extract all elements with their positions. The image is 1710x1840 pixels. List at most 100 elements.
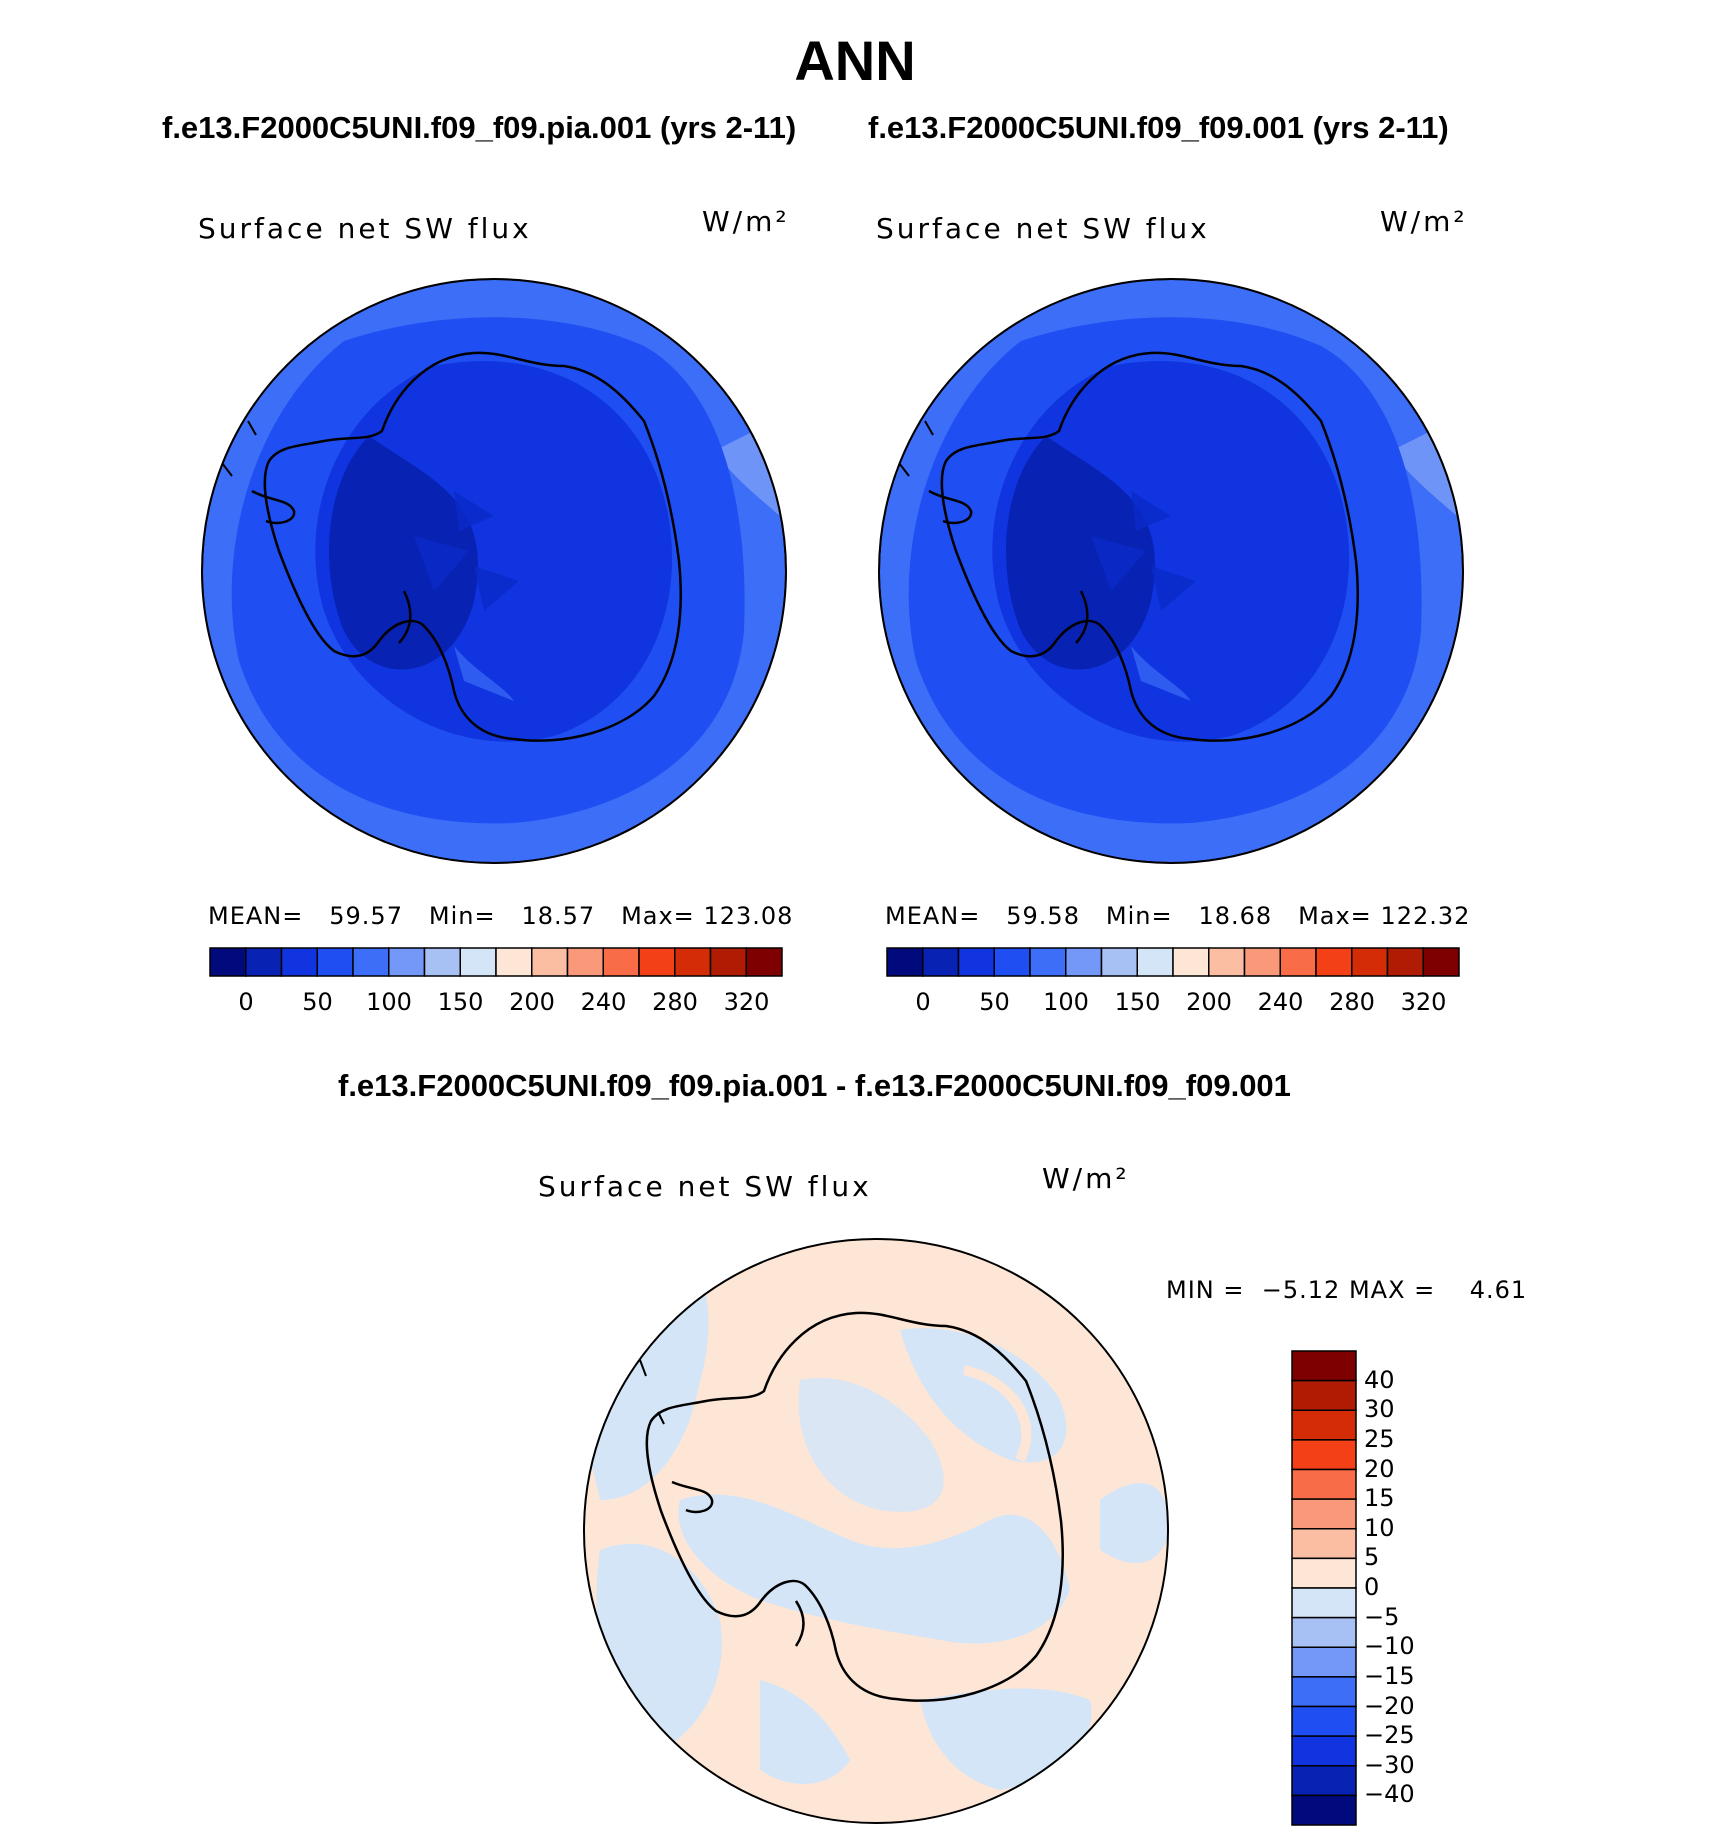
colorbar-swatch [1351,947,1389,977]
colorbar-swatch [1291,1468,1357,1500]
colorbar-tick-label: 100 [1043,988,1089,1016]
mean-label: MEAN= [208,902,304,930]
diff-variable-label: Surface net SW flux [538,1170,872,1203]
colorbar-swatch [1291,1528,1357,1560]
colorbar-swatch [1422,947,1460,977]
panel-1-units: W/m² [702,205,790,238]
colorbar-swatch [1029,947,1067,977]
mean-label: MEAN= [885,902,981,930]
colorbar-tick-label: −15 [1364,1661,1415,1690]
page-title: ANN [794,29,916,92]
colorbar-swatch [1291,1557,1357,1589]
colorbar-swatch [1291,1705,1357,1737]
colorbar-swatch [495,947,533,977]
diff-units: W/m² [1042,1162,1130,1195]
colorbar-tick-label: 320 [723,988,770,1016]
colorbar-swatch [352,947,390,977]
colorbar-swatch [1291,1794,1357,1826]
colorbar-tick-label: 0 [1364,1573,1380,1601]
diff-title: f.e13.F2000C5UNI.f09_f09.pia.001 - f.e13… [338,1068,1291,1103]
panel-2-stats: MEAN= 59.58 Min= 18.68 Max= 122.32 [885,902,1470,930]
colorbar-tick-label: 240 [580,988,627,1016]
colorbar-tick-label: 50 [979,988,1010,1016]
panel-2-case-title: f.e13.F2000C5UNI.f09_f09.001 (yrs 2-11) [868,110,1449,145]
colorbar-swatch [1208,947,1246,977]
colorbar-swatch [1065,947,1103,977]
colorbar-tick-label: 100 [366,988,412,1016]
colorbar-swatch [1291,1350,1357,1382]
colorbar-swatch [709,947,747,977]
colorbar-swatch [1291,1646,1357,1678]
colorbar-swatch [1291,1409,1357,1441]
colorbar-tick-label: 240 [1257,988,1304,1016]
diff-max-label: MAX = [1348,1276,1436,1304]
colorbar-tick-label: 15 [1364,1484,1395,1513]
colorbar-tick-label: 40 [1364,1365,1395,1394]
colorbar-tick-label: 0 [915,988,931,1016]
mean-value: 59.58 [1006,902,1080,930]
panel-1-colorbar [209,947,783,977]
colorbar-swatch [922,947,960,977]
colorbar-swatch [1291,1735,1357,1767]
panel-1-stats: MEAN= 59.57 Min= 18.57 Max= 123.08 [208,902,793,930]
colorbar-swatch [1291,1676,1357,1708]
panel-2-colorbar [886,947,1460,977]
colorbar-tick-label: 20 [1364,1454,1395,1483]
colorbar-tick-label: 200 [509,988,555,1016]
colorbar-swatch [638,947,676,977]
colorbar-tick-label: 25 [1364,1424,1395,1453]
colorbar-tick-label: −30 [1364,1750,1415,1779]
colorbar-tick-label: −40 [1364,1780,1415,1809]
diff-min-value: −5.12 [1261,1276,1341,1304]
colorbar-tick-label: −25 [1364,1721,1415,1750]
colorbar-swatch [245,947,283,977]
min-label: Min= [428,902,496,930]
colorbar-swatch [1243,947,1281,977]
max-label: Max= [621,902,695,930]
colorbar-tick-label: 50 [302,988,333,1016]
panel-2-units: W/m² [1380,205,1468,238]
colorbar-swatch [1291,1765,1357,1797]
colorbar-swatch [957,947,995,977]
colorbar-swatch [1291,1439,1357,1471]
colorbar-swatch [316,947,354,977]
colorbar-swatch [1291,1498,1357,1530]
diff-colorbar [1291,1350,1357,1826]
panel-2-variable-label: Surface net SW flux [876,212,1210,245]
min-value: 18.57 [521,902,596,930]
colorbar-tick-label: −10 [1364,1632,1415,1661]
colorbar-tick-label: 0 [238,988,254,1016]
panel-1-case-title: f.e13.F2000C5UNI.f09_f09.pia.001 (yrs 2-… [162,110,797,145]
colorbar-tick-label: 280 [652,988,698,1016]
colorbar-swatch [1136,947,1174,977]
colorbar-swatch [745,947,783,977]
min-label: Min= [1105,902,1173,930]
max-value: 123.08 [703,902,794,930]
colorbar-tick-label: 150 [437,988,484,1016]
colorbar-tick-label: 150 [1114,988,1161,1016]
mean-value: 59.57 [329,902,403,930]
max-label: Max= [1298,902,1372,930]
colorbar-tick-label: 320 [1400,988,1447,1016]
colorbar-tick-label: −20 [1364,1691,1415,1720]
colorbar-swatch [1291,1587,1357,1619]
colorbar-swatch [280,947,318,977]
colorbar-swatch [993,947,1031,977]
colorbar-tick-label: 200 [1186,988,1232,1016]
min-value: 18.68 [1198,902,1273,930]
colorbar-tick-label: 5 [1364,1543,1380,1572]
diff-min-label: MIN = [1166,1276,1245,1304]
colorbar-swatch [1172,947,1210,977]
max-value: 122.32 [1380,902,1471,930]
colorbar-swatch [423,947,461,977]
colorbar-swatch [388,947,426,977]
colorbar-tick-label: 30 [1364,1395,1395,1424]
diff-minmax: MIN = −5.12 MAX = 4.61 [1166,1276,1527,1304]
colorbar-tick-label: 10 [1364,1513,1395,1542]
colorbar-swatch [1291,1616,1357,1648]
colorbar-swatch [1386,947,1424,977]
colorbar-tick-label: −5 [1364,1602,1400,1631]
